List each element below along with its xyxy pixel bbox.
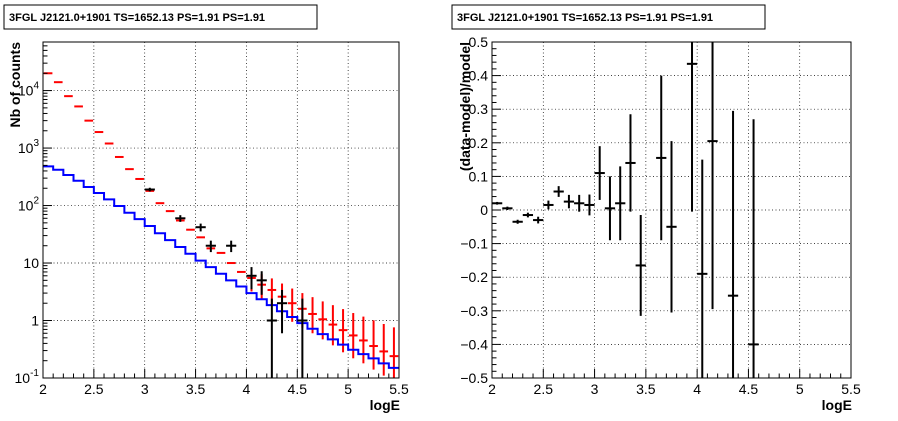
counts-title: 3FGL J2121.0+1901 TS=1652.13 PS=1.91 PS=… [9,12,265,24]
counts-x-tick-label: 3 [141,381,149,397]
counts-y-tick-label: 1 [31,313,39,329]
residual-title-box [451,4,766,30]
residual-y-tick-label: 0.3 [469,101,489,117]
residual-x-tick-label: 2 [488,381,496,397]
counts-x-tick-label: 2.5 [84,381,104,397]
counts-x-axis-title: logE [370,397,400,413]
counts-x-tick-label: 3.5 [186,381,206,397]
residual-y-tick-label: −0.2 [460,269,488,285]
residual-y-tick-label: −0.3 [460,303,488,319]
counts-x-tick-label: 5 [344,381,352,397]
counts-title-box [3,4,318,30]
counts-x-tick-label: 4.5 [288,381,308,397]
residual-x-tick-label: 3 [591,381,599,397]
counts-y-tick-label: 10 [23,255,39,271]
residual-y-tick-label: 0.5 [469,34,489,50]
residual-y-tick-label: 0.1 [469,168,489,184]
residual-x-axis-title: logE [822,397,852,413]
residual-x-tick-label: 3.5 [636,381,656,397]
residual-x-tick-label: 2.5 [534,381,554,397]
counts-y-tick-label: 102 [18,196,40,214]
residual-x-tick-label: 5 [796,381,804,397]
counts-y-axis-title: Nb of counts [7,42,23,128]
counts-x-tick-label: 5.5 [389,381,409,397]
counts-x-tick-label: 4 [243,381,251,397]
residual-y-tick-label: −0.1 [460,236,488,252]
residual-y-tick-label: 0.2 [469,135,489,151]
residual-x-tick-label: 4.5 [739,381,759,397]
counts-y-tick-label: 104 [18,81,40,99]
model-step-line [43,165,399,369]
residual-x-tick-label: 4 [693,381,701,397]
residual-y-tick-label: −0.4 [460,336,488,352]
residual-y-tick-label: 0 [480,202,488,218]
counts-panel: 3FGL J2121.0+1901 TS=1652.13 PS=1.91 PS=… [3,4,409,413]
residual-title: 3FGL J2121.0+1901 TS=1652.13 PS=1.91 PS=… [457,12,713,24]
residual-y-axis-title: (data-model)/model [457,42,473,171]
counts-plot-frame [42,41,400,379]
residual-x-tick-label: 5.5 [841,381,861,397]
counts-y-tick-label: 103 [18,138,40,156]
counts-x-tick-label: 2 [39,381,47,397]
counts-y-tick-label: 10-1 [15,368,40,386]
residual-y-tick-label: −0.5 [460,370,488,386]
residual-panel: 3FGL J2121.0+1901 TS=1652.13 PS=1.91 PS=… [451,4,861,413]
residual-y-tick-label: 0.4 [469,68,489,84]
